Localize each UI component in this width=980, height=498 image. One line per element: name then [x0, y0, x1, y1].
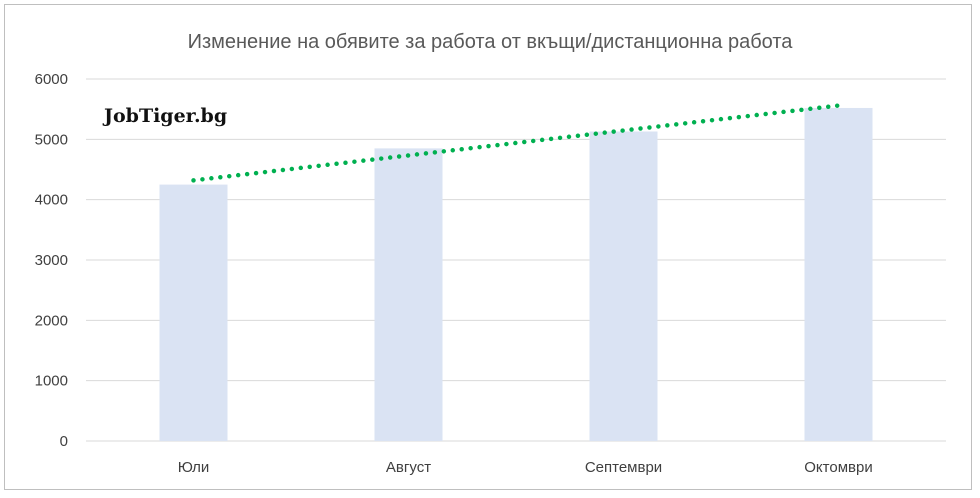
x-tick-label: Юли — [178, 459, 210, 476]
x-tick-label: Октомври — [804, 459, 872, 476]
y-tick-label: 1000 — [35, 373, 68, 390]
chart-title: Изменение на обявите за работа от вкъщи/… — [188, 31, 794, 53]
watermark-logo: JobTiger.bg — [102, 105, 227, 127]
trendline — [191, 103, 841, 183]
y-tick-label: 0 — [60, 433, 68, 450]
y-axis-labels: 0 1000 2000 3000 4000 5000 6000 — [35, 71, 68, 450]
y-tick-label: 4000 — [35, 192, 68, 209]
y-tick-label: 3000 — [35, 252, 68, 269]
bar — [159, 184, 228, 442]
x-tick-label: Август — [386, 459, 431, 476]
y-tick-label: 5000 — [35, 131, 68, 148]
trendline-group — [191, 103, 841, 183]
bar — [804, 107, 873, 442]
bar — [589, 131, 658, 442]
x-tick-label: Септември — [585, 459, 662, 476]
bar — [374, 148, 443, 441]
bars — [159, 107, 873, 442]
grid-lines — [86, 78, 946, 442]
y-tick-label: 2000 — [35, 312, 68, 329]
y-tick-label: 6000 — [35, 71, 68, 88]
x-axis-labels: Юли Август Септември Октомври — [178, 459, 873, 476]
